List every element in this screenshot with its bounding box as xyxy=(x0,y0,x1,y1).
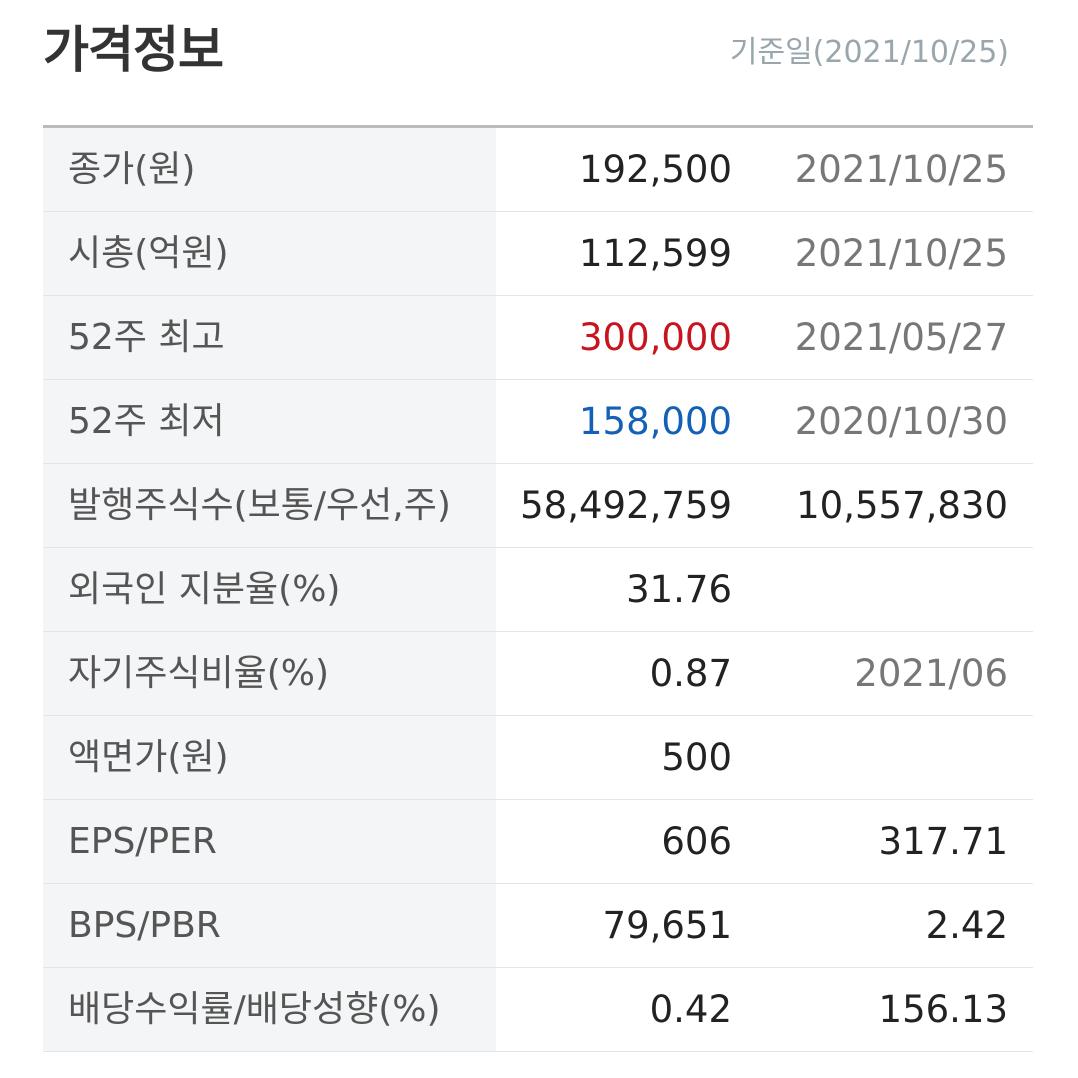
row-value-bps: 79,651 xyxy=(602,904,732,947)
price-info-table: 종가(원) 192,500 2021/10/25 시총(억원) 112,599 … xyxy=(43,125,1033,1052)
page-title: 가격정보 xyxy=(43,21,224,79)
row-value-dividend-yield: 0.42 xyxy=(649,988,732,1031)
row-label: 시총(억원) xyxy=(43,212,496,295)
price-info-header: 가격정보 기준일(2021/10/25) xyxy=(43,0,1009,126)
row-date: 2020/10/30 xyxy=(794,400,1008,443)
row-label: BPS/PBR xyxy=(43,884,496,967)
row-label: 발행주식수(보통/우선,주) xyxy=(43,464,496,547)
row-value-high: 300,000 xyxy=(578,316,732,359)
row-value-low: 158,000 xyxy=(578,400,732,443)
row-label: 외국인 지분율(%) xyxy=(43,548,496,631)
row-date: 2021/10/25 xyxy=(794,232,1008,275)
row-date: 2021/10/25 xyxy=(794,148,1008,191)
row-label: 종가(원) xyxy=(43,128,496,211)
table-row-treasury-stock: 자기주식비율(%) 0.87 2021/06 xyxy=(43,632,1033,716)
row-label: 배당수익률/배당성향(%) xyxy=(43,968,496,1051)
row-label: 52주 최고 xyxy=(43,296,496,379)
row-value-common-shares: 58,492,759 xyxy=(520,484,732,527)
table-row-dividend: 배당수익률/배당성향(%) 0.42 156.13 xyxy=(43,968,1033,1052)
table-row-par-value: 액면가(원) 500 xyxy=(43,716,1033,800)
base-date: 기준일(2021/10/25) xyxy=(729,35,1009,70)
row-value: 31.76 xyxy=(626,568,732,611)
row-date: 2021/06 xyxy=(854,652,1008,695)
table-row-foreign-ownership: 외국인 지분율(%) 31.76 xyxy=(43,548,1033,632)
table-row-close-price: 종가(원) 192,500 2021/10/25 xyxy=(43,128,1033,212)
row-value-pbr: 2.42 xyxy=(925,904,1008,947)
table-row-shares-issued: 발행주식수(보통/우선,주) 58,492,759 10,557,830 xyxy=(43,464,1033,548)
table-row-market-cap: 시총(억원) 112,599 2021/10/25 xyxy=(43,212,1033,296)
row-label: 자기주식비율(%) xyxy=(43,632,496,715)
row-date: 2021/05/27 xyxy=(794,316,1008,359)
row-value: 500 xyxy=(661,736,732,779)
table-row-52w-high: 52주 최고 300,000 2021/05/27 xyxy=(43,296,1033,380)
row-value: 0.87 xyxy=(649,652,732,695)
row-value: 112,599 xyxy=(578,232,732,275)
row-value-per: 317.71 xyxy=(878,820,1008,863)
row-label: EPS/PER xyxy=(43,800,496,883)
row-value: 192,500 xyxy=(578,148,732,191)
row-value-preferred-shares: 10,557,830 xyxy=(796,484,1008,527)
table-row-52w-low: 52주 최저 158,000 2020/10/30 xyxy=(43,380,1033,464)
row-label: 52주 최저 xyxy=(43,380,496,463)
row-label: 액면가(원) xyxy=(43,716,496,799)
table-row-bps-pbr: BPS/PBR 79,651 2.42 xyxy=(43,884,1033,968)
row-value-payout-ratio: 156.13 xyxy=(878,988,1008,1031)
table-row-eps-per: EPS/PER 606 317.71 xyxy=(43,800,1033,884)
row-value-eps: 606 xyxy=(661,820,732,863)
